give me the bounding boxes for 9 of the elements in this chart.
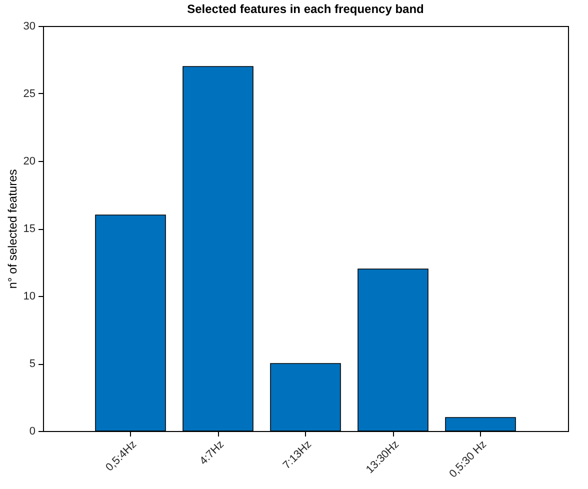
y-tick-label: 10 xyxy=(23,290,36,302)
y-tick-label: 0 xyxy=(29,426,36,438)
y-axis-title: n° of selected features xyxy=(5,169,20,289)
y-tick-label: 30 xyxy=(23,20,36,32)
chart-title: Selected features in each frequency band xyxy=(187,2,424,16)
y-tick-label: 20 xyxy=(23,156,36,168)
y-tick-label: 15 xyxy=(23,223,36,235)
y-tick-label: 5 xyxy=(29,358,36,370)
y-tick-label: 25 xyxy=(23,88,36,100)
